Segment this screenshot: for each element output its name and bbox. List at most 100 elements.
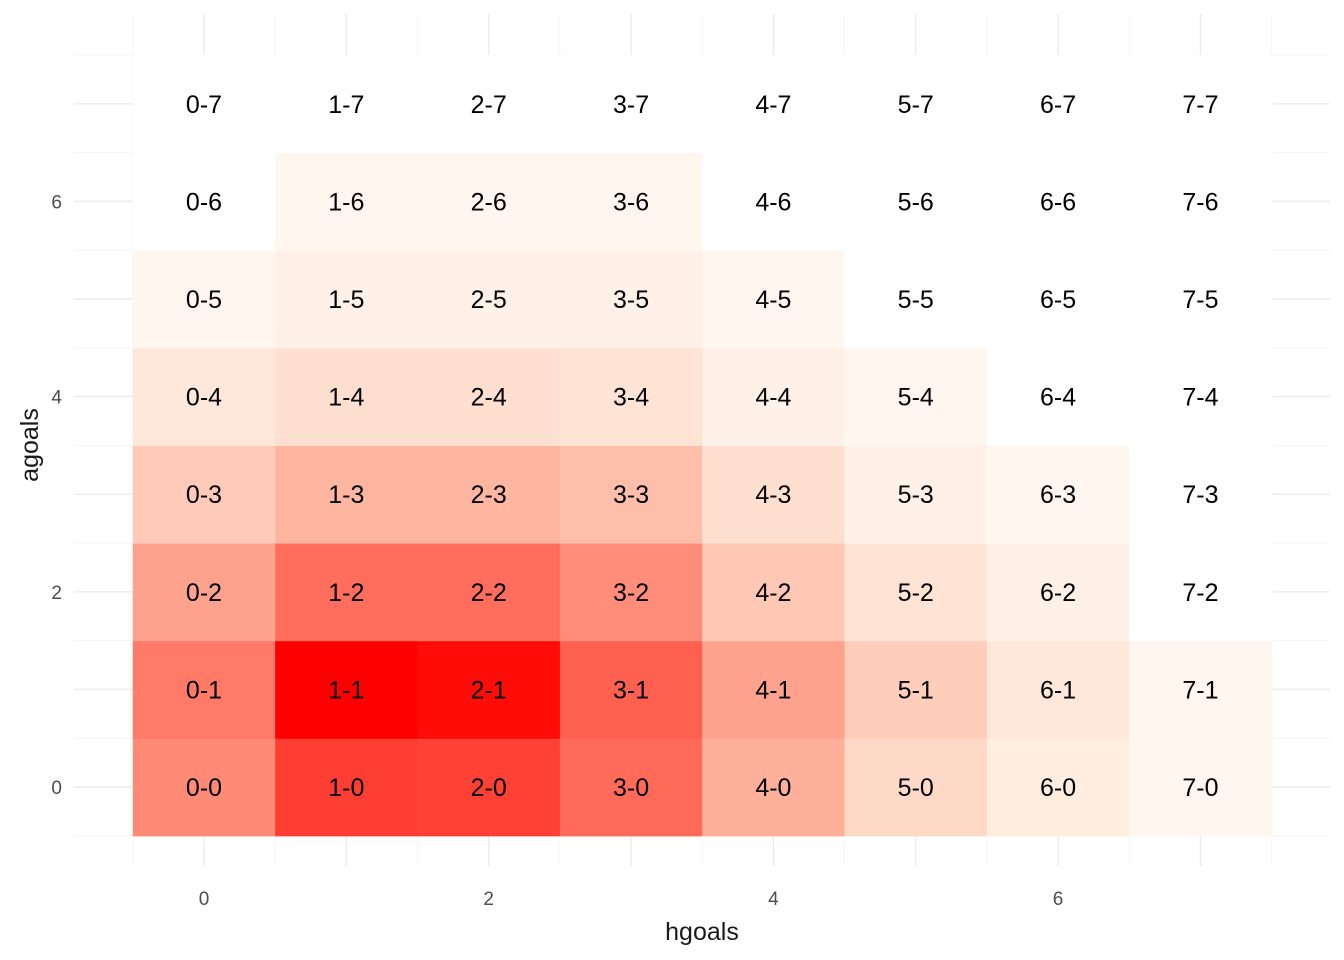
heatmap-cell [417, 640, 561, 739]
cell-label: 1-4 [328, 384, 364, 412]
cell-label: 3-5 [613, 286, 649, 314]
cell-label: 4-2 [755, 579, 791, 607]
heatmap-cell [702, 738, 846, 837]
heatmap-cell [559, 543, 703, 642]
cell-label: 4-1 [755, 676, 791, 704]
heatmap-cell [986, 543, 1130, 642]
cell-label: 7-1 [1182, 676, 1218, 704]
cell-label: 6-2 [1040, 579, 1076, 607]
cell-label: 1-5 [328, 286, 364, 314]
cell-label: 4-7 [755, 91, 791, 119]
heatmap-cell [559, 640, 703, 739]
heatmap-cell [417, 347, 561, 446]
cell-label: 3-7 [613, 91, 649, 119]
cell-label: 0-1 [186, 676, 222, 704]
y-tick-label: 4 [51, 388, 62, 409]
cell-label: 7-0 [1182, 774, 1218, 802]
x-tick-label: 6 [1053, 889, 1064, 910]
cell-label: 1-6 [328, 188, 364, 216]
heatmap-cell [132, 55, 276, 154]
cell-label: 7-4 [1182, 384, 1218, 412]
heatmap-cell [275, 445, 419, 544]
cell-label: 5-2 [898, 579, 934, 607]
heatmap-cell [132, 347, 276, 446]
cell-label: 7-7 [1182, 91, 1218, 119]
cell-label: 4-6 [755, 188, 791, 216]
cell-label: 6-0 [1040, 774, 1076, 802]
cell-label: 2-6 [471, 188, 507, 216]
heatmap-cell [559, 738, 703, 837]
cell-label: 5-4 [898, 384, 934, 412]
heatmap-cell [275, 347, 419, 446]
y-tick-label: 6 [51, 192, 62, 213]
heatmap-cell [986, 152, 1130, 251]
heatmap-cell [417, 55, 561, 154]
cell-label: 0-2 [186, 579, 222, 607]
heatmap-cell [844, 152, 988, 251]
cell-label: 5-6 [898, 188, 934, 216]
heatmap-cell [844, 250, 988, 349]
cell-label: 4-0 [755, 774, 791, 802]
cell-label: 1-0 [328, 774, 364, 802]
heatmap-cell [275, 738, 419, 837]
heatmap-cell [132, 445, 276, 544]
cell-label: 3-2 [613, 579, 649, 607]
cell-label: 5-5 [898, 286, 934, 314]
cell-labels: 0-0 0-1 0-2 0-3 0-4 0-5 0-6 0-7 1-0 1-1 1-2 1-3 1-4 1… [186, 91, 1219, 802]
y-tick-label: 0 [51, 778, 62, 799]
heatmap-cell [844, 445, 988, 544]
cell-label: 2-4 [471, 384, 507, 412]
x-axis-ticks: 0 2 4 6 [199, 889, 1064, 910]
heatmap-cell [559, 347, 703, 446]
cell-label: 1-1 [328, 676, 364, 704]
cell-label: 5-7 [898, 91, 934, 119]
cell-label: 7-2 [1182, 579, 1218, 607]
heatmap-cell [986, 347, 1130, 446]
heatmap-cell [844, 543, 988, 642]
heatmap-cell [132, 640, 276, 739]
heatmap-cell [702, 347, 846, 446]
heatmap-cell [132, 543, 276, 642]
heatmap-cell [1129, 738, 1273, 837]
cell-label: 7-6 [1182, 188, 1218, 216]
cell-label: 2-1 [471, 676, 507, 704]
cell-label: 2-0 [471, 774, 507, 802]
heatmap-cell [417, 543, 561, 642]
cell-label: 6-3 [1040, 481, 1076, 509]
cell-label: 3-0 [613, 774, 649, 802]
y-axis-title: agoals [16, 408, 44, 482]
cell-label: 6-6 [1040, 188, 1076, 216]
cell-label: 6-7 [1040, 91, 1076, 119]
heatmap-cell [844, 347, 988, 446]
heatmap-cell [275, 543, 419, 642]
cell-label: 2-5 [471, 286, 507, 314]
heatmap-cell [1129, 640, 1273, 739]
heatmap-cell [702, 55, 846, 154]
x-tick-label: 2 [483, 889, 494, 910]
heatmap-cell [1129, 55, 1273, 154]
heatmap-cell [275, 250, 419, 349]
heatmap-cell [417, 738, 561, 837]
cell-label: 7-5 [1182, 286, 1218, 314]
heatmap-cell [417, 445, 561, 544]
heatmap-cell [844, 738, 988, 837]
heatmap-cell [1129, 445, 1273, 544]
heatmap-cell [417, 152, 561, 251]
heatmap-cell [417, 250, 561, 349]
heatmap-cell [702, 152, 846, 251]
heatmap-cell [986, 55, 1130, 154]
cell-label: 7-3 [1182, 481, 1218, 509]
cell-label: 1-7 [328, 91, 364, 119]
heatmap-cell [986, 640, 1130, 739]
heatmap-cell [986, 738, 1130, 837]
x-tick-label: 0 [199, 889, 210, 910]
cell-label: 2-3 [471, 481, 507, 509]
heatmap-cell [1129, 347, 1273, 446]
heatmap-cell [132, 152, 276, 251]
cell-label: 0-4 [186, 384, 222, 412]
cell-label: 6-1 [1040, 676, 1076, 704]
y-tick-label: 2 [51, 583, 62, 604]
cell-label: 3-4 [613, 384, 649, 412]
heatmap-cell [275, 55, 419, 154]
